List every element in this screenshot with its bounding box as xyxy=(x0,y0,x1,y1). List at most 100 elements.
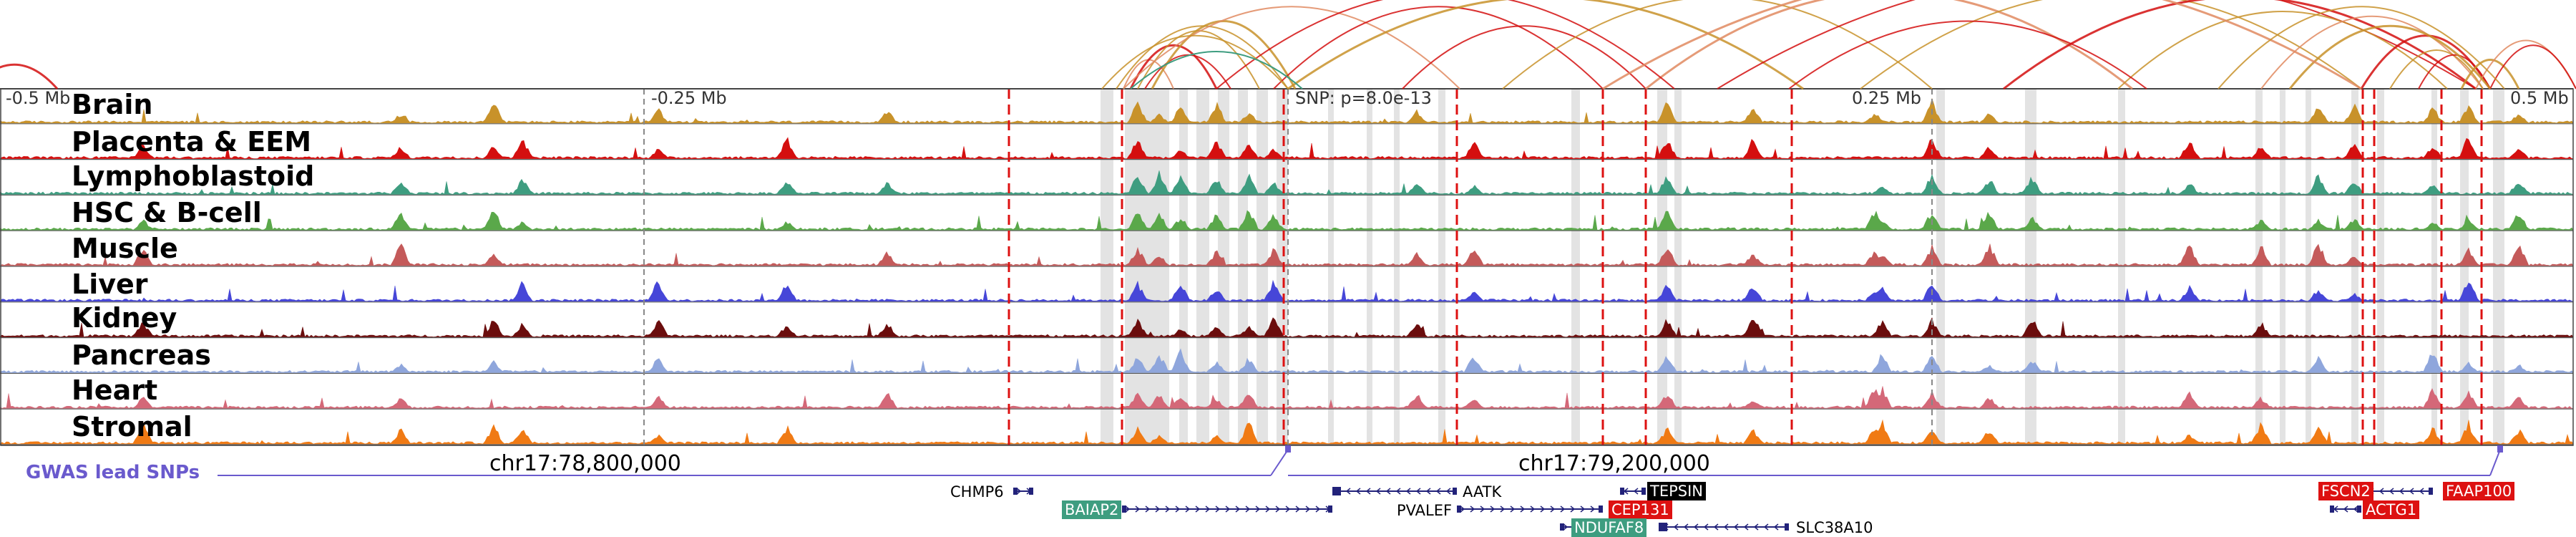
track-label-placenta[interactable]: Placenta & EEM xyxy=(72,126,312,158)
scale-right: 0.5 Mb xyxy=(2510,88,2569,108)
gene-cep131[interactable]: CEP131 xyxy=(1609,500,1672,519)
highlight-band xyxy=(2460,89,2469,445)
gene-strand-arrow xyxy=(1285,505,1291,513)
loop-arc xyxy=(1717,0,2477,90)
highlight-band xyxy=(2377,89,2384,445)
gene-strand-arrow xyxy=(1225,505,1231,513)
track-label-hsc-bcell[interactable]: HSC & B-cell xyxy=(72,197,262,228)
gene-strand-arrow xyxy=(1540,505,1546,513)
gene-strand-arrow xyxy=(1510,505,1516,513)
track-label-liver[interactable]: Liver xyxy=(72,268,148,300)
loop-arc xyxy=(1287,0,1804,90)
gene-strand-arrow xyxy=(1305,505,1311,513)
loop-arc xyxy=(2489,44,2576,90)
gene-strand-arrow xyxy=(1155,505,1161,513)
loop-arc-teal xyxy=(1130,51,1303,90)
track-label-kidney[interactable]: Kidney xyxy=(72,302,177,334)
scale-left: -0.5 Mb xyxy=(6,88,71,108)
track-label-heart[interactable]: Heart xyxy=(72,374,158,406)
signal-peaks xyxy=(0,386,2574,409)
gene-exon xyxy=(1457,505,1461,513)
gene-strand-arrow xyxy=(1733,523,1739,531)
gene-strand-arrow xyxy=(1345,488,1351,495)
track-label-muscle[interactable]: Muscle xyxy=(72,233,178,264)
gene-tepsin[interactable]: TEPSIN xyxy=(1647,482,1706,500)
gene-fscn2[interactable]: FSCN2 xyxy=(2318,482,2373,500)
loop-arc xyxy=(0,63,59,90)
track-label-pancreas[interactable]: Pancreas xyxy=(72,339,211,371)
track-label-lymphoblastoid[interactable]: Lymphoblastoid xyxy=(72,160,315,192)
gene-slc38a10[interactable]: SLC38A10 xyxy=(1796,519,1873,536)
loop-arc xyxy=(1101,34,1289,90)
gene-strand-arrow xyxy=(1175,505,1181,513)
highlight-band xyxy=(1394,89,1400,445)
gene-exon xyxy=(2330,505,2334,513)
gene-exon xyxy=(1029,488,1033,495)
loop-arc xyxy=(2288,24,2492,90)
gene-strand-arrow xyxy=(2399,488,2404,495)
loop-arc xyxy=(1402,25,1646,90)
gwas-lead-snps-label[interactable]: GWAS lead SNPs xyxy=(26,462,200,483)
gene-strand-arrow xyxy=(1185,505,1191,513)
signal-track-7 xyxy=(0,348,2574,374)
gene-exon xyxy=(1641,488,1646,495)
gene-strand-arrow xyxy=(1633,488,1639,495)
gene-exon xyxy=(1013,488,1018,495)
signal-peaks xyxy=(0,419,2574,445)
gene-strand-arrow xyxy=(1016,488,1022,495)
signal-track-9 xyxy=(0,419,2574,445)
gene-faap100[interactable]: FAAP100 xyxy=(2443,482,2515,500)
loop-arc xyxy=(1502,0,1933,90)
gene-strand-arrow xyxy=(1683,523,1689,531)
gene-pvalef[interactable]: PVALEF xyxy=(1397,502,1453,519)
signal-peaks xyxy=(0,279,2574,302)
loop-arc xyxy=(1129,44,1218,90)
signal-track-6 xyxy=(0,317,2574,339)
loop-arc xyxy=(1216,0,1675,90)
gene-strand-arrow xyxy=(1763,523,1769,531)
gene-exon xyxy=(2429,488,2433,495)
gene-strand-arrow xyxy=(1395,488,1401,495)
loop-arc xyxy=(2418,54,2491,90)
coordinate-left: chr17:78,800,000 xyxy=(489,451,681,476)
gene-strand-arrow xyxy=(1703,523,1709,531)
gene-strand-arrow xyxy=(1530,505,1536,513)
gene-strand-arrow xyxy=(1275,505,1281,513)
gene-aatk[interactable]: AATK xyxy=(1463,483,1502,500)
chromatin-loop-arcs xyxy=(0,0,2576,90)
signal-track-5 xyxy=(0,279,2574,303)
gene-actg1[interactable]: ACTG1 xyxy=(2363,500,2420,519)
gene-strand-arrow xyxy=(1435,488,1441,495)
gene-exon xyxy=(1620,488,1624,495)
signal-peaks xyxy=(0,210,2574,231)
gene-strand-arrow xyxy=(1673,523,1679,531)
gene-strand-arrow xyxy=(1245,505,1251,513)
gene-strand-arrow xyxy=(1500,505,1506,513)
gene-strand-arrow xyxy=(1355,488,1361,495)
highlight-band xyxy=(1277,89,1288,445)
highlight-band xyxy=(1125,89,1169,445)
gene-baiap2[interactable]: BAIAP2 xyxy=(1062,500,1122,519)
gene-ndufaf8[interactable]: NDUFAF8 xyxy=(1571,518,1647,537)
gene-strand-arrow xyxy=(1375,488,1381,495)
track-label-brain[interactable]: Brain xyxy=(72,89,153,120)
gene-strand-arrow xyxy=(1550,505,1556,513)
loop-arc xyxy=(1123,6,1460,90)
gene-strand-arrow xyxy=(1560,505,1566,513)
loop-arc xyxy=(1860,0,2362,90)
loop-arc xyxy=(1602,0,2362,90)
gene-strand-arrow xyxy=(2419,488,2424,495)
gene-strand-arrow xyxy=(2409,488,2414,495)
highlight-band xyxy=(1438,89,1445,445)
highlight-band xyxy=(1674,89,1682,445)
loop-arc xyxy=(1788,20,2147,90)
track-label-stromal[interactable]: Stromal xyxy=(72,411,192,442)
gene-strand-arrow xyxy=(1425,488,1431,495)
gene-chmp6[interactable]: CHMP6 xyxy=(950,483,1004,500)
signal-peaks xyxy=(0,317,2574,338)
gene-strand-arrow xyxy=(1743,523,1749,531)
scale-mid-left: -0.25 Mb xyxy=(651,88,727,108)
gene-strand-arrow xyxy=(1295,505,1301,513)
gene-strand-arrow xyxy=(1415,488,1421,495)
highlight-band xyxy=(1936,89,1945,445)
